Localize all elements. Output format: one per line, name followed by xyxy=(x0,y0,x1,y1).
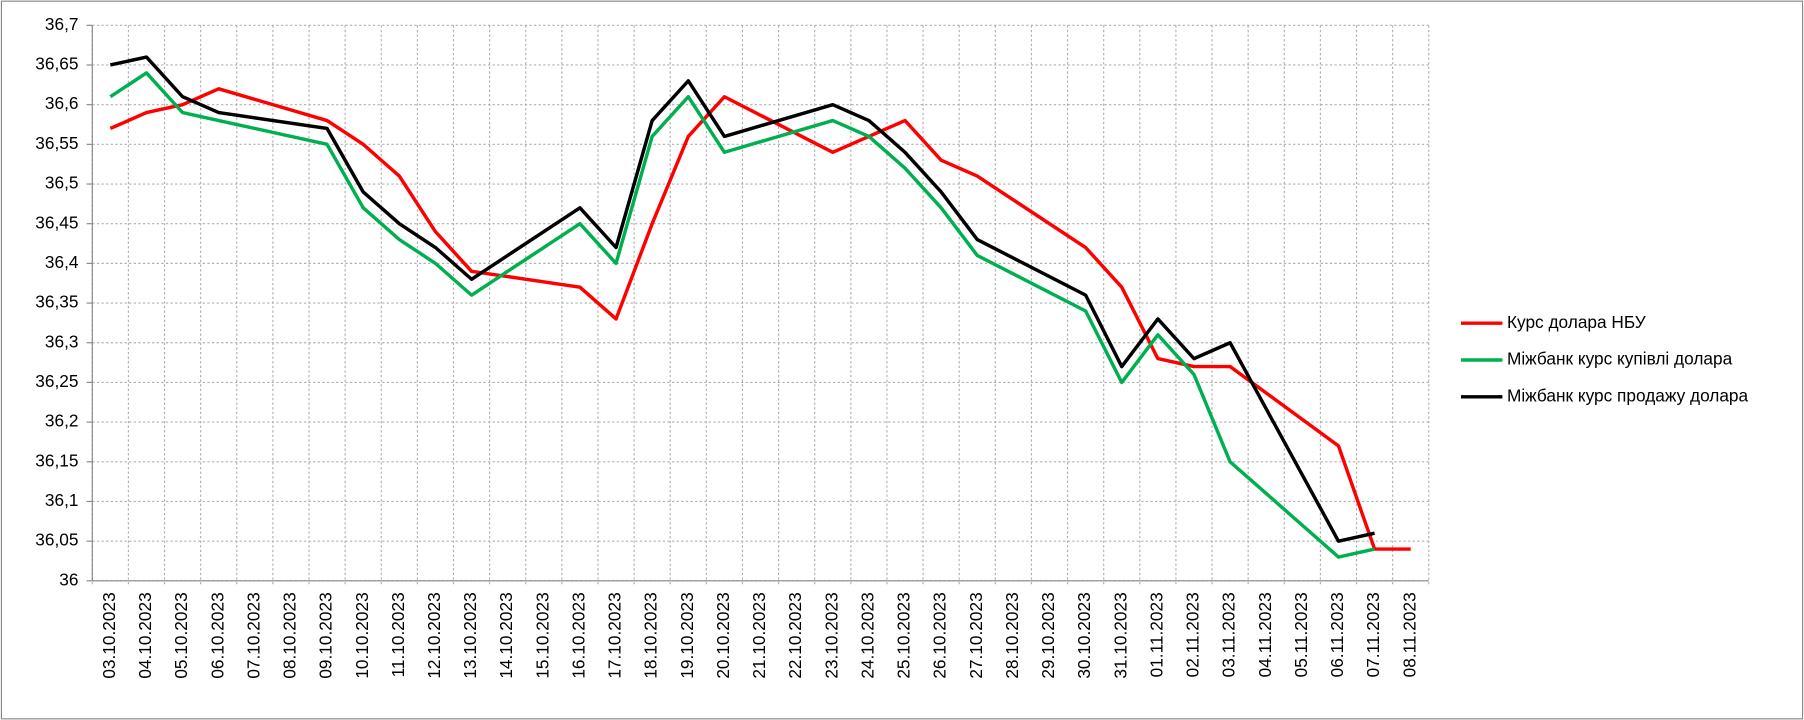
y-tick-label: 36,65 xyxy=(35,54,78,74)
x-tick-label: 03.10.2023 xyxy=(99,592,119,678)
legend-label: Курс долара НБУ xyxy=(1507,312,1647,332)
y-tick-label: 36,3 xyxy=(45,331,79,351)
x-tick-label: 21.10.2023 xyxy=(749,592,769,678)
y-tick-label: 36,35 xyxy=(35,292,78,312)
x-tick-label: 10.10.2023 xyxy=(352,592,372,678)
x-tick-label: 31.10.2023 xyxy=(1110,592,1130,678)
x-tick-label: 09.10.2023 xyxy=(316,592,336,678)
y-tick-label: 36,25 xyxy=(35,371,78,391)
series-line xyxy=(109,87,1411,551)
x-tick-label: 24.10.2023 xyxy=(857,592,877,678)
series-line xyxy=(109,55,1375,543)
x-tick-label: 04.11.2023 xyxy=(1255,592,1275,677)
x-tick-label: 28.10.2023 xyxy=(1002,592,1022,678)
x-tick-label: 18.10.2023 xyxy=(641,592,661,678)
y-tick-label: 36,55 xyxy=(35,133,78,153)
x-tick-label: 23.10.2023 xyxy=(821,592,841,678)
y-tick-label: 36,6 xyxy=(45,93,79,113)
x-tick-label: 03.11.2023 xyxy=(1219,592,1239,677)
x-tick-label: 14.10.2023 xyxy=(496,592,516,678)
x-tick-label: 25.10.2023 xyxy=(894,592,914,678)
x-tick-label: 08.10.2023 xyxy=(280,592,300,678)
y-tick-label: 36,45 xyxy=(35,212,78,232)
x-tick-label: 29.10.2023 xyxy=(1038,592,1058,678)
x-tick-label: 27.10.2023 xyxy=(966,592,986,678)
y-tick-label: 36,1 xyxy=(45,490,79,510)
x-tick-label: 26.10.2023 xyxy=(930,592,950,678)
x-tick-label: 07.10.2023 xyxy=(243,592,263,678)
y-tick-label: 36,5 xyxy=(45,173,79,193)
x-tick-label: 16.10.2023 xyxy=(568,592,588,678)
x-tick-label: 07.11.2023 xyxy=(1363,592,1383,677)
x-tick-label: 19.10.2023 xyxy=(677,592,697,678)
y-tick-label: 36,4 xyxy=(45,252,79,272)
x-tick-label: 20.10.2023 xyxy=(713,592,733,678)
x-tick-label: 22.10.2023 xyxy=(785,592,805,678)
x-tick-label: 06.11.2023 xyxy=(1327,592,1347,677)
x-tick-label: 02.11.2023 xyxy=(1183,592,1203,677)
x-tick-label: 15.10.2023 xyxy=(532,592,552,678)
x-tick-label: 01.11.2023 xyxy=(1146,592,1166,677)
x-tick-label: 04.10.2023 xyxy=(135,592,155,678)
legend-label: Міжбанк курс продажу долара xyxy=(1507,385,1749,405)
x-tick-label: 12.10.2023 xyxy=(424,592,444,678)
y-tick-label: 36,2 xyxy=(45,411,79,431)
x-tick-label: 17.10.2023 xyxy=(605,592,625,678)
y-tick-label: 36,05 xyxy=(35,530,78,550)
x-tick-label: 05.11.2023 xyxy=(1291,592,1311,677)
x-tick-label: 06.10.2023 xyxy=(207,592,227,678)
y-tick-label: 36 xyxy=(59,569,78,589)
legend-label: Міжбанк курс купівлі долара xyxy=(1507,349,1733,369)
x-tick-label: 05.10.2023 xyxy=(171,592,191,678)
x-tick-label: 13.10.2023 xyxy=(460,592,480,678)
series-line xyxy=(109,71,1375,559)
y-tick-label: 36,7 xyxy=(45,14,79,34)
x-tick-label: 11.10.2023 xyxy=(388,592,408,677)
y-tick-label: 36,15 xyxy=(35,450,78,470)
x-tick-label: 30.10.2023 xyxy=(1074,592,1094,678)
x-tick-label: 08.11.2023 xyxy=(1399,592,1419,677)
